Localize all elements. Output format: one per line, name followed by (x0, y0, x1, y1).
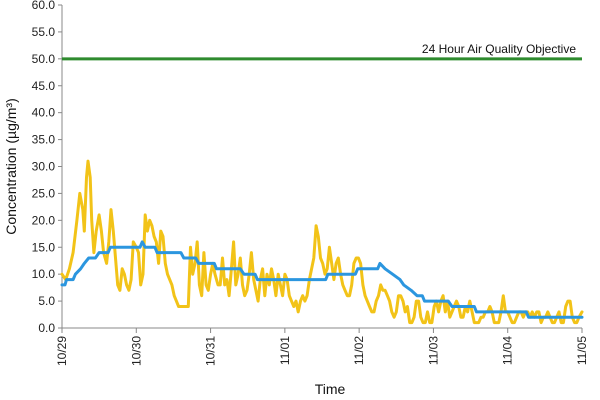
y-tick-label: 50.0 (32, 52, 56, 66)
x-tick-label: 10/29 (55, 336, 69, 366)
x-tick-label: 11/02 (352, 336, 366, 365)
x-tick-label: 11/03 (426, 336, 440, 365)
x-tick-label: 10/30 (129, 336, 143, 366)
y-tick-label: 30.0 (32, 160, 56, 174)
x-tick-label: 11/01 (278, 336, 292, 365)
y-tick-label: 45.0 (32, 79, 56, 93)
y-tick-label: 15.0 (32, 240, 56, 254)
y-tick-label: 60.0 (32, 0, 56, 12)
x-axis-title: Time (315, 381, 346, 397)
y-tick-label: 55.0 (32, 25, 56, 39)
y-tick-label: 35.0 (32, 133, 56, 147)
axes-layer: 0.0 5.0 10.0 15.0 20.0 25.0 30.0 35.0 40.0 45.0 50… (32, 0, 589, 366)
x-tick-label: 11/04 (501, 336, 515, 365)
y-axis-title: Concentration (µg/m³) (3, 98, 19, 234)
hourly-series-line (60, 159, 584, 325)
objective-label: 24 Hour Air Quality Objective (422, 42, 576, 56)
x-tick-label: 10/31 (204, 336, 218, 366)
objective-layer: 24 Hour Air Quality Objective (62, 42, 582, 61)
y-tick-label: 25.0 (32, 186, 56, 200)
rolling-average-series-line (60, 240, 584, 319)
y-tick-label: 5.0 (38, 294, 55, 308)
y-tick-label: 10.0 (32, 267, 56, 281)
series-layer (60, 159, 584, 325)
x-tick-label: 11/05 (575, 336, 589, 365)
y-tick-label: 0.0 (38, 321, 55, 335)
y-tick-label: 40.0 (32, 106, 56, 120)
y-tick-label: 20.0 (32, 213, 56, 227)
